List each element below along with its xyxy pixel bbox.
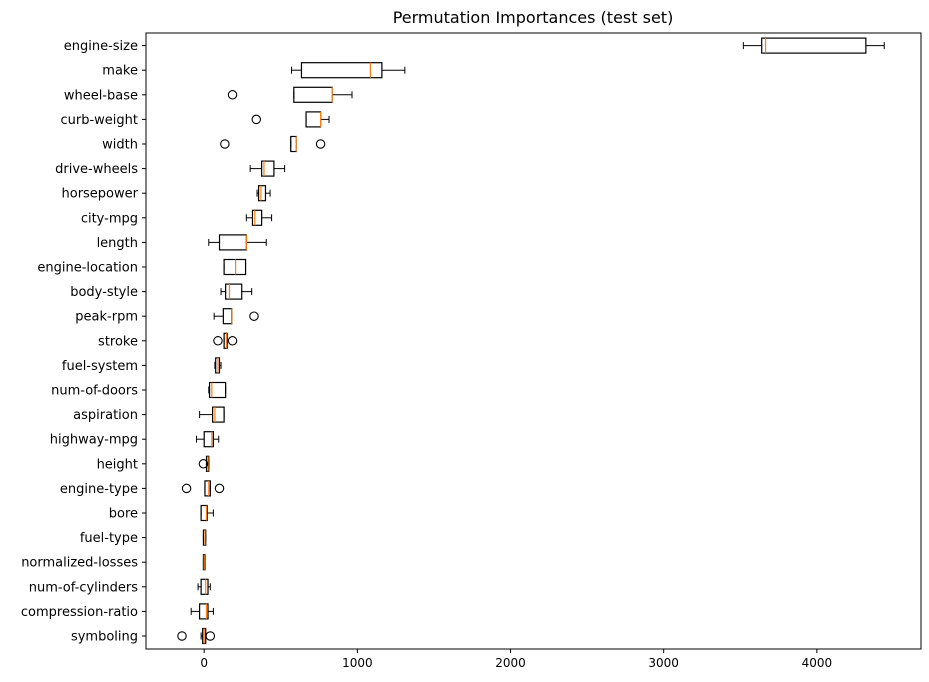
- box-group: [198, 455, 210, 472]
- y-tick-label: width: [102, 138, 138, 153]
- box-group: [200, 504, 214, 522]
- y-tick-label: city-mpg: [81, 211, 138, 226]
- y-tick-label: make: [102, 64, 138, 79]
- box: [225, 283, 243, 300]
- box-group: [213, 308, 259, 325]
- outlier-point: [214, 483, 225, 494]
- box-group: [208, 381, 227, 399]
- y-axis: engine-size make wheel-base curb-weight widt…: [21, 39, 146, 645]
- outlier-point: [181, 483, 192, 494]
- box-group: [249, 160, 286, 177]
- box-group: [208, 234, 267, 251]
- y-tick-label: wheel-base: [64, 88, 138, 103]
- y-tick-label: fuel-system: [62, 359, 138, 374]
- box: [204, 480, 211, 497]
- box: [251, 209, 263, 226]
- box-group: [220, 283, 253, 300]
- box-group: [291, 62, 406, 79]
- x-tick-label: 2000: [495, 656, 526, 670]
- outlier-point: [249, 311, 259, 321]
- x-tick-label: 1000: [342, 656, 373, 670]
- y-tick-label: horsepower: [62, 187, 139, 202]
- box-group: [177, 627, 216, 645]
- box-group: [199, 406, 225, 423]
- outlier-point: [213, 336, 223, 346]
- y-tick-label: compression-ratio: [21, 605, 138, 620]
- box-group: [220, 135, 326, 153]
- y-tick-label: body-style: [70, 285, 138, 300]
- box: [300, 62, 383, 79]
- y-tick-label: engine-size: [64, 39, 138, 54]
- y-tick-label: drive-wheels: [55, 162, 138, 177]
- x-tick-label: 4000: [802, 656, 833, 670]
- box-group: [742, 37, 885, 54]
- y-tick-label: engine-location: [37, 261, 138, 276]
- box: [200, 578, 209, 595]
- box: [203, 431, 214, 448]
- outlier-point: [205, 631, 216, 641]
- box-group: [214, 357, 222, 374]
- box-group: [196, 431, 220, 448]
- x-axis: 0 1000 2000 3000 4000: [200, 649, 832, 670]
- x-tick-label: 0: [200, 656, 208, 670]
- box: [223, 258, 247, 276]
- y-tick-label: aspiration: [73, 408, 138, 423]
- y-tick-label: normalized-losses: [21, 556, 138, 571]
- outlier-point: [227, 90, 238, 100]
- y-tick-label: symboling: [71, 630, 138, 645]
- chart-title: Permutation Importances (test set): [393, 8, 674, 27]
- outlier-point: [198, 459, 209, 469]
- outlier-point: [315, 139, 326, 149]
- box: [208, 381, 227, 399]
- box: [223, 332, 228, 349]
- box: [199, 603, 209, 620]
- box-group: [202, 529, 207, 546]
- y-tick-label: num-of-doors: [51, 384, 138, 399]
- outlier-point: [177, 631, 187, 641]
- box: [200, 504, 208, 522]
- y-tick-label: fuel-type: [80, 531, 138, 546]
- box-group: [190, 603, 214, 620]
- box-group: [227, 86, 353, 103]
- y-tick-label: peak-rpm: [75, 310, 138, 325]
- box-group: [181, 480, 225, 497]
- y-tick-label: num-of-cylinders: [29, 580, 138, 595]
- y-tick-label: bore: [109, 507, 138, 522]
- box-group: [197, 578, 211, 595]
- y-tick-label: height: [97, 457, 138, 472]
- y-tick-label: stroke: [98, 334, 138, 349]
- outlier-point: [220, 139, 230, 149]
- box-group: [251, 111, 330, 128]
- box: [261, 160, 275, 177]
- box-group: [213, 332, 238, 349]
- y-tick-label: engine-type: [60, 482, 138, 497]
- box-group: [202, 554, 206, 571]
- y-tick-label: curb-weight: [60, 113, 138, 128]
- outlier-point: [227, 336, 238, 346]
- box: [257, 185, 267, 202]
- box: [761, 37, 867, 54]
- axes-frame: [145, 32, 922, 650]
- box-group: [256, 185, 271, 202]
- y-tick-label: highway-mpg: [50, 433, 138, 448]
- box: [212, 406, 225, 423]
- outlier-point: [251, 114, 262, 125]
- box-group: [223, 258, 247, 276]
- plot-area: [177, 37, 885, 645]
- y-tick-label: length: [97, 236, 138, 251]
- box-group: [245, 209, 273, 226]
- x-tick-label: 3000: [648, 656, 679, 670]
